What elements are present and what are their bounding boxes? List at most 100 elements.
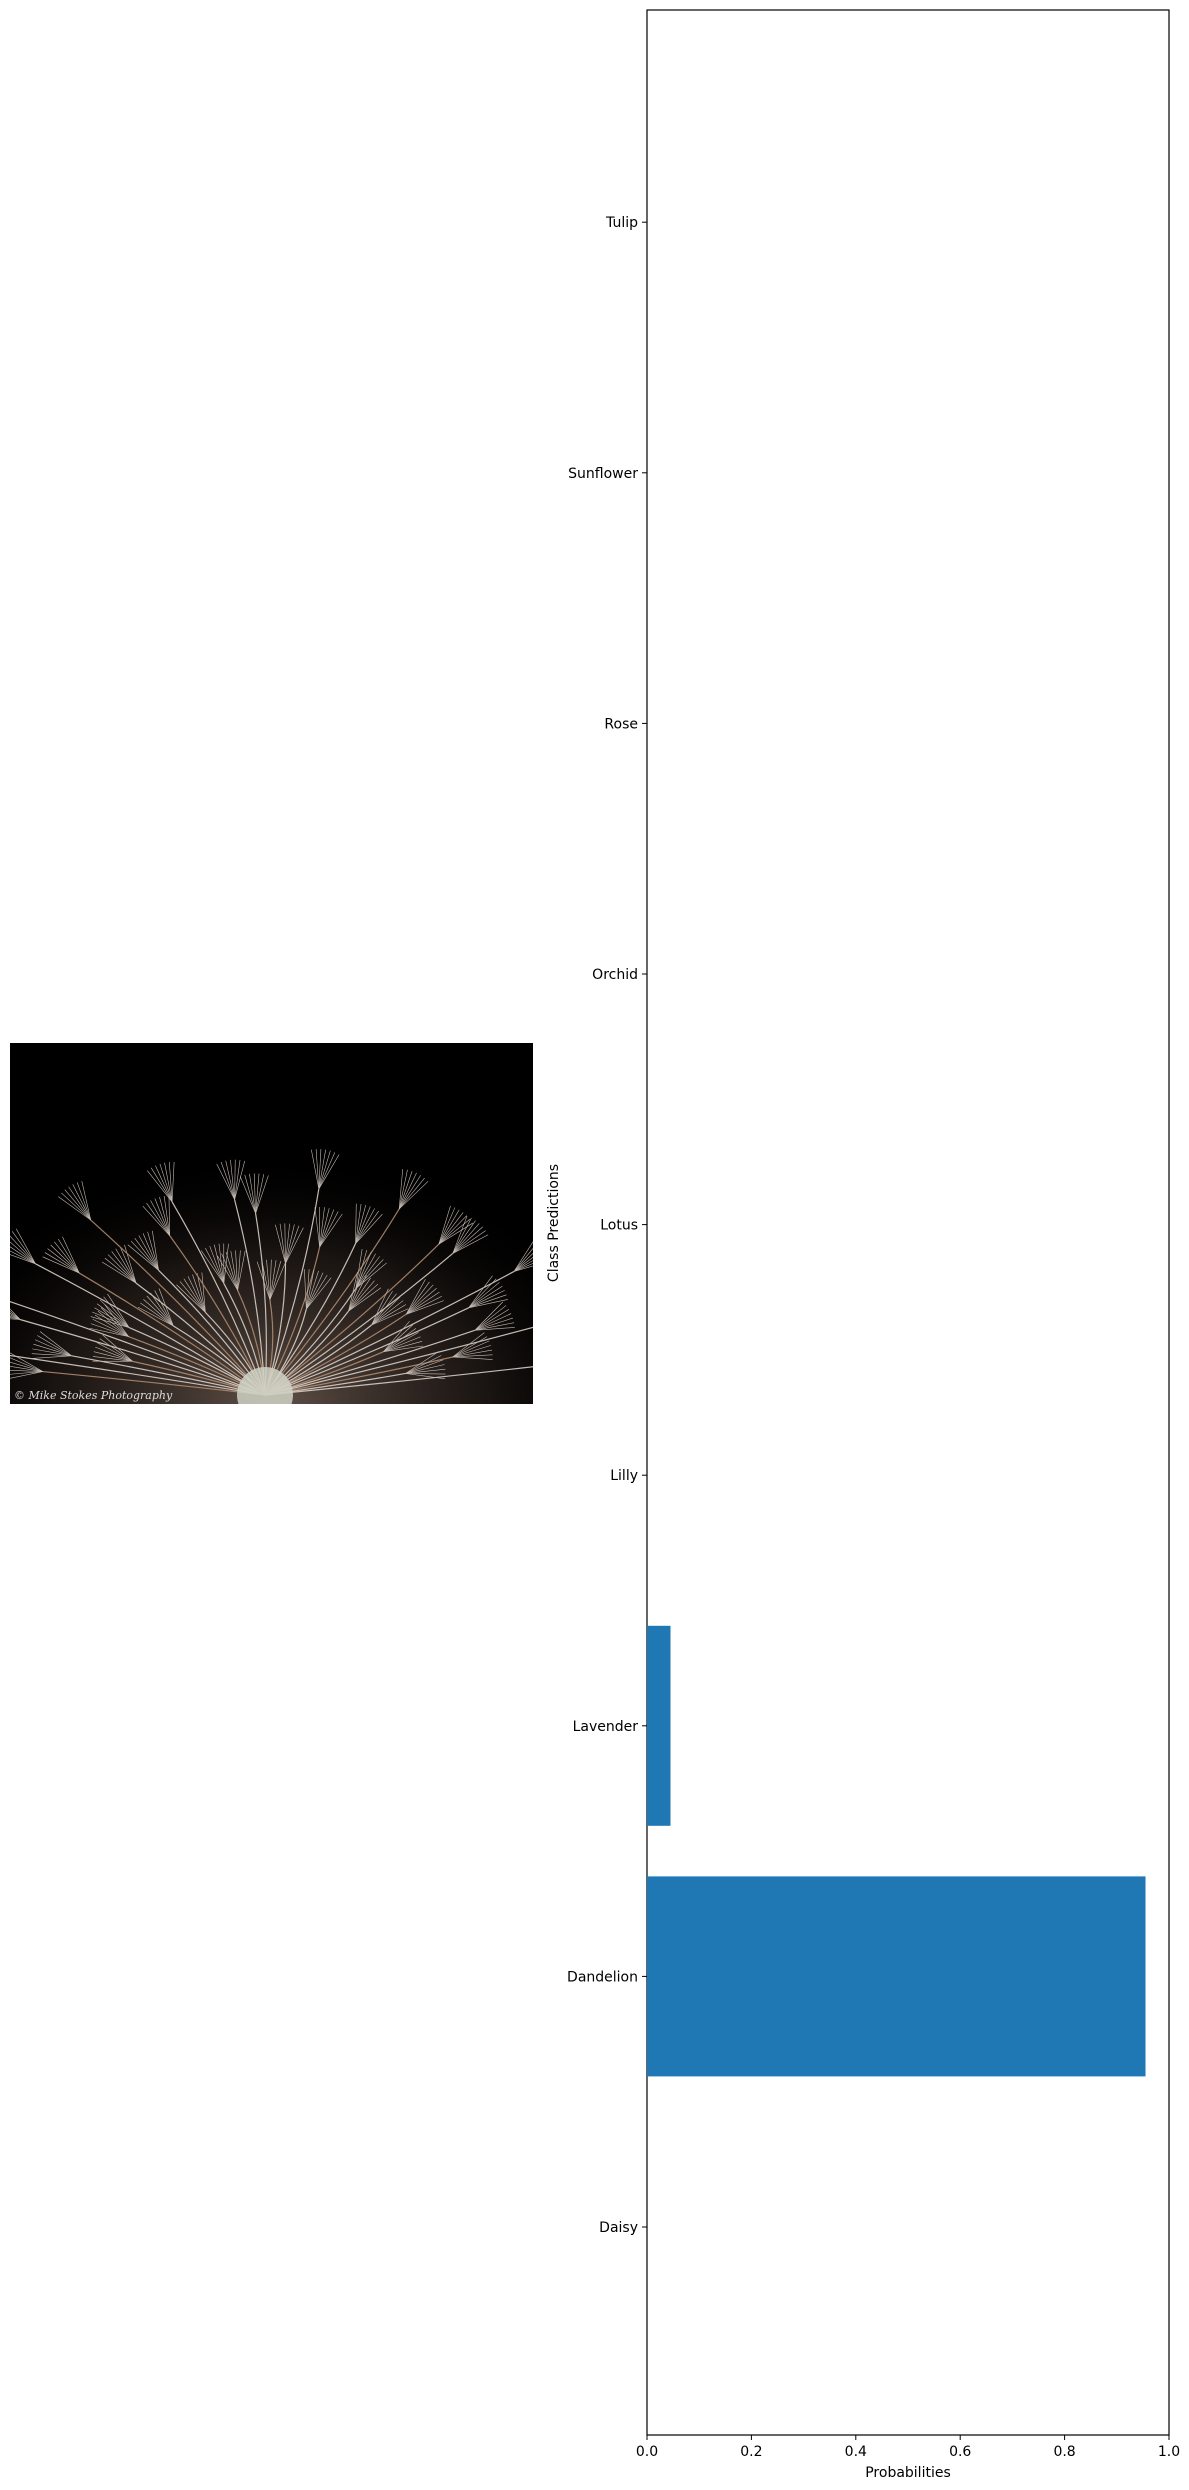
seed-pappus (154, 1198, 171, 1236)
seed-pappus (130, 1241, 159, 1271)
seed-pappus (10, 1254, 36, 1265)
seed-pappus (150, 1167, 173, 1203)
seed-pappus (306, 1269, 310, 1310)
seed-pappus (318, 1152, 336, 1190)
seed-pappus (237, 1250, 241, 1291)
seed-pappus (318, 1149, 322, 1189)
x-tick-label: 0.6 (949, 2444, 971, 2460)
seed-pappus (452, 1217, 472, 1254)
seed-pappus (318, 1154, 340, 1190)
x-tick-label: 0.2 (740, 2444, 762, 2460)
seed-pappus (10, 1314, 21, 1320)
seed-pappus (452, 1345, 492, 1358)
seed-pappus (124, 1244, 137, 1284)
seed-pappus (468, 1299, 508, 1309)
seed-pappus (371, 1293, 397, 1326)
seed-pappus (92, 1311, 130, 1328)
seed-pappus (15, 1228, 36, 1264)
seed-pappus (319, 1207, 325, 1248)
seed-pappus (93, 1351, 133, 1362)
seed-pappus (10, 1241, 36, 1265)
seed-pappus (285, 1225, 300, 1264)
seed-pappus (115, 1248, 137, 1284)
seed-pappus (61, 1192, 91, 1221)
seed-pappus (217, 1255, 238, 1291)
seed-pappus (255, 1174, 265, 1214)
seed-pappus (348, 1283, 379, 1312)
seed-pappus (383, 1328, 417, 1352)
seed-pappus (244, 1174, 256, 1214)
seed-filament (264, 1243, 440, 1396)
seed-pappus (405, 1288, 437, 1315)
seed-pappus (179, 1281, 206, 1313)
seed-pappus (138, 1235, 159, 1271)
seed-pappus (230, 1159, 235, 1200)
seed-pappus (438, 1209, 460, 1245)
seed-pappus (99, 1299, 130, 1328)
seed-pappus (371, 1300, 404, 1326)
seed-pappus (452, 1332, 485, 1358)
seed-pappus (438, 1215, 468, 1245)
seed-filament (264, 1270, 515, 1396)
seed-pappus (355, 1210, 379, 1244)
seed-pappus (142, 1205, 170, 1236)
seed-pappus (10, 1371, 43, 1379)
seed-pappus (89, 1327, 129, 1337)
bar-dandelion (647, 1876, 1146, 2077)
y-tick-label-orchid: Orchid (592, 967, 638, 983)
seed-filament (35, 1263, 266, 1396)
seed-pappus (96, 1303, 130, 1328)
seed-pappus (306, 1269, 315, 1310)
seed-pappus (142, 1233, 159, 1271)
bar-lavender (647, 1625, 671, 1826)
seed-pappus (266, 1259, 271, 1300)
seed-pappus (201, 1272, 206, 1313)
y-tick-label-tulip: Tulip (605, 215, 638, 231)
seed-pappus (146, 1202, 170, 1236)
seed-pappus (107, 1254, 137, 1284)
seed-pappus (452, 1223, 480, 1254)
seed-pappus (235, 1250, 238, 1291)
seed-pappus (406, 1295, 442, 1315)
seed-pappus (31, 1355, 72, 1359)
seed-pappus (371, 1308, 409, 1326)
seed-pappus (155, 1165, 173, 1203)
y-tick-label-lavender: Lavender (573, 1719, 639, 1735)
seed-pappus (146, 1295, 174, 1327)
seed-pappus (239, 1176, 256, 1214)
photo-watermark: © Mike Stokes Photography (14, 1389, 173, 1402)
seed-pappus (159, 1196, 171, 1236)
seed-pappus (406, 1300, 444, 1315)
seed-pappus (234, 1159, 236, 1200)
seed-pappus (306, 1272, 324, 1310)
seed-pappus (147, 1231, 159, 1271)
seed-pappus (72, 1184, 92, 1221)
seed-pappus (452, 1215, 468, 1254)
seed-pappus (355, 1256, 380, 1289)
seed-pappus (474, 1305, 507, 1331)
x-tick-label: 0.0 (636, 2444, 658, 2460)
seed-pappus (256, 1261, 271, 1300)
seed-pappus (355, 1249, 368, 1289)
seed-pappus (187, 1276, 206, 1313)
plot-area (646, 9, 1170, 2436)
seed-pappus (68, 1186, 92, 1221)
seed-pappus (383, 1324, 414, 1352)
seed-pappus (405, 1355, 442, 1374)
seed-pappus (100, 1307, 129, 1337)
seed-pappus (474, 1313, 512, 1331)
seed-pappus (513, 1263, 533, 1272)
seed-pappus (468, 1282, 500, 1309)
seed-pappus (234, 1159, 241, 1200)
seed-pappus (452, 1354, 493, 1358)
seed-pappus (355, 1206, 371, 1244)
seed-pappus (371, 1296, 401, 1326)
seed-pappus (42, 1256, 80, 1274)
seed-pappus (107, 1293, 130, 1328)
seed-pappus (275, 1224, 286, 1264)
seed-pappus (10, 1370, 43, 1372)
seed-pappus (355, 1259, 384, 1289)
y-tick-label-daisy: Daisy (599, 2220, 638, 2236)
seed-pappus (319, 1209, 335, 1248)
